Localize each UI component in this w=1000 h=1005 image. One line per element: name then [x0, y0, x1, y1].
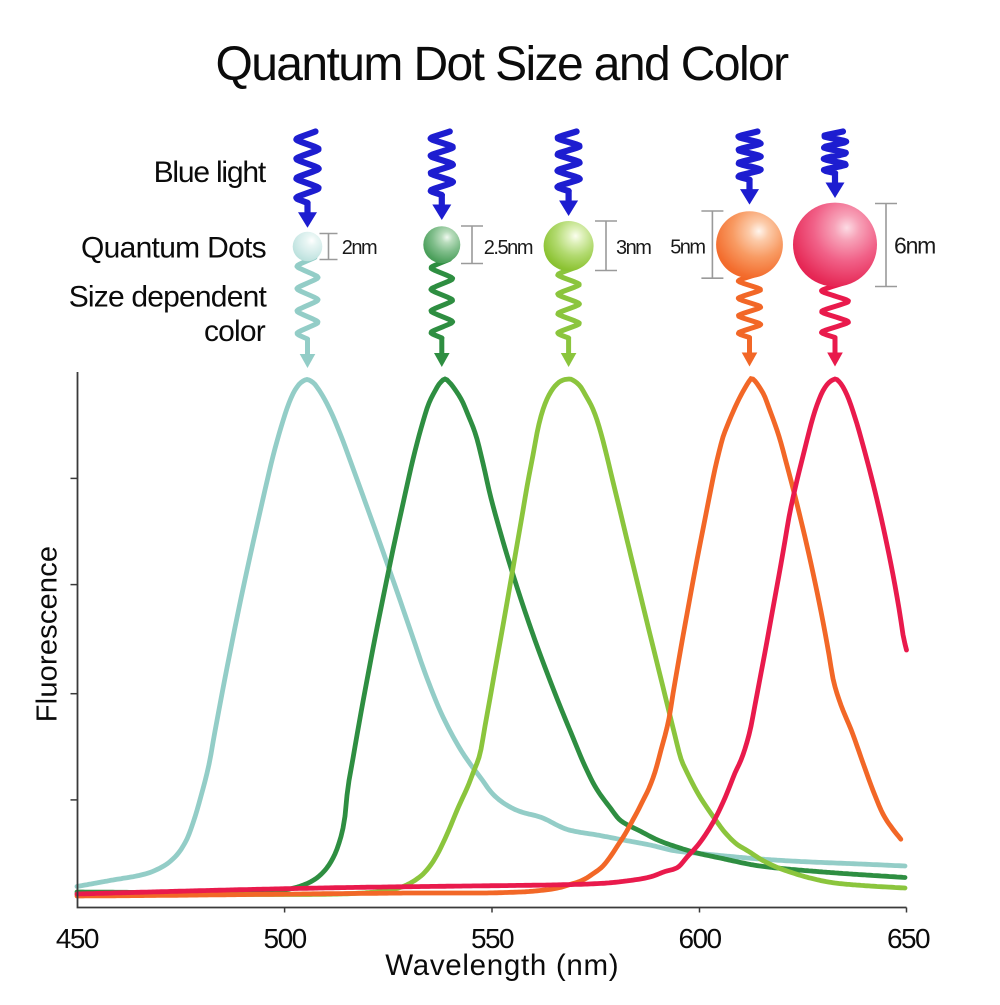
svg-text:Wavelength (nm): Wavelength (nm) — [385, 949, 619, 982]
svg-text:500: 500 — [264, 923, 307, 954]
svg-text:550: 550 — [471, 923, 514, 954]
svg-text:Blue light: Blue light — [154, 156, 267, 189]
svg-text:3nm: 3nm — [616, 237, 651, 259]
svg-text:650: 650 — [887, 923, 930, 954]
svg-text:Quantum Dots: Quantum Dots — [81, 232, 266, 265]
svg-text:Size dependent: Size dependent — [69, 281, 268, 314]
svg-text:Fluorescence: Fluorescence — [31, 546, 63, 723]
svg-text:2nm: 2nm — [342, 237, 377, 259]
svg-text:450: 450 — [56, 923, 99, 954]
svg-text:6nm: 6nm — [894, 233, 935, 259]
svg-text:5nm: 5nm — [670, 237, 705, 259]
svg-text:600: 600 — [678, 923, 721, 954]
svg-text:Quantum Dot Size and Color: Quantum Dot Size and Color — [215, 38, 789, 91]
svg-text:2.5nm: 2.5nm — [484, 237, 533, 259]
svg-text:color: color — [204, 315, 266, 348]
